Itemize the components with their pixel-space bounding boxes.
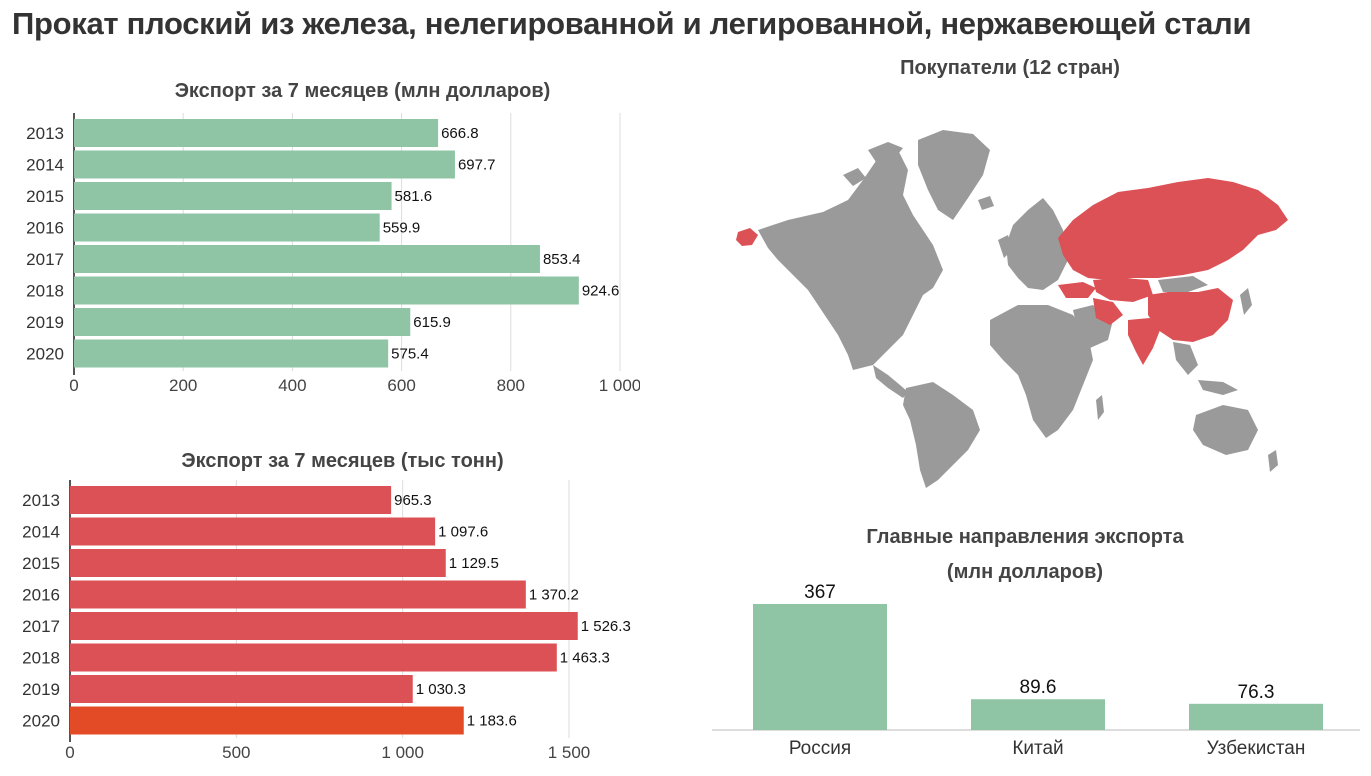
bar <box>70 486 392 514</box>
x-tick-label: 500 <box>222 743 250 762</box>
map-title: Покупатели (12 стран) <box>900 57 1120 79</box>
category-label: 2018 <box>26 282 64 301</box>
data-label: 1 370.2 <box>529 587 579 604</box>
x-tick-label: 400 <box>278 376 306 395</box>
destinations-chart: 367 Россия 89.6 Китай 76.3 Узбекистан <box>712 582 1360 759</box>
bar <box>70 517 436 546</box>
data-label: 853.4 <box>543 251 581 268</box>
map-india <box>1128 318 1160 365</box>
bar <box>753 604 887 730</box>
x-tick-label: 0 <box>65 743 74 762</box>
map-japan <box>1240 288 1252 315</box>
category-label: Россия <box>789 738 851 759</box>
data-label: 1 030.3 <box>416 681 466 698</box>
map-greenland <box>918 130 990 220</box>
category-label: 2017 <box>22 617 60 636</box>
data-label: 559.9 <box>383 220 421 237</box>
map-australia <box>1193 405 1258 455</box>
data-label: 924.6 <box>582 283 620 300</box>
data-label: 367 <box>804 582 836 603</box>
bar <box>70 612 578 640</box>
category-label: 2013 <box>22 491 60 510</box>
map-south-america <box>903 382 980 488</box>
bar <box>70 675 413 703</box>
map-madagascar <box>1096 395 1104 420</box>
world-map <box>728 120 1294 492</box>
category-label: 2017 <box>26 250 64 269</box>
category-label: 2015 <box>26 187 64 206</box>
map-uk <box>978 196 1012 258</box>
bar <box>74 182 392 210</box>
bar <box>74 276 579 305</box>
destinations-title-line2: (млн долларов) <box>946 561 1104 583</box>
bar <box>74 119 439 147</box>
category-label: Китай <box>1012 738 1063 759</box>
map-china <box>1148 288 1233 342</box>
tonnes-export-chart: 0 500 1 000 1 500 2013 965.3 2014 1 097.6 2015 1 … <box>22 480 631 762</box>
map-arctic-islands <box>843 142 903 186</box>
data-label: 1 463.3 <box>560 650 610 667</box>
map-turkey <box>1058 282 1096 298</box>
tonnes-chart-title: Экспорт за 7 месяцев (тыс тонн) <box>181 450 504 472</box>
x-tick-label: 0 <box>69 376 78 395</box>
category-label: 2015 <box>22 554 60 573</box>
bar <box>971 699 1105 730</box>
data-label: 89.6 <box>1020 677 1057 698</box>
bar <box>74 339 389 368</box>
data-label: 1 183.6 <box>467 713 517 730</box>
map-alaska <box>736 228 758 246</box>
bar <box>70 580 526 609</box>
map-africa <box>990 305 1093 438</box>
data-label: 575.4 <box>391 346 429 363</box>
category-label: 2018 <box>22 649 60 668</box>
map-central-america <box>873 365 908 398</box>
destinations-title-line1: Главные направления экспорта <box>866 526 1184 548</box>
category-label: 2014 <box>22 523 60 542</box>
x-tick-label: 1 000 <box>381 743 424 762</box>
category-label: 2020 <box>26 345 64 364</box>
x-tick-label: 200 <box>169 376 197 395</box>
usd-chart-title: Экспорт за 7 месяцев (млн долларов) <box>174 80 551 102</box>
bar <box>70 706 464 735</box>
map-se-asia <box>1173 342 1238 395</box>
bar <box>70 643 557 672</box>
x-tick-label: 1 000 <box>599 376 640 395</box>
x-tick-label: 800 <box>497 376 525 395</box>
bar <box>74 213 380 242</box>
map-kazakhstan <box>1093 278 1153 302</box>
category-label: 2016 <box>26 219 64 238</box>
bar <box>70 549 446 577</box>
map-new-zealand <box>1268 450 1278 472</box>
page-title: Прокат плоский из железа, нелегированной… <box>12 6 1252 41</box>
map-iran <box>1093 298 1123 325</box>
map-europe <box>1006 198 1068 290</box>
map-north-america <box>758 150 943 370</box>
x-tick-label: 600 <box>387 376 415 395</box>
bar <box>1189 703 1323 730</box>
data-label: 1 526.3 <box>581 618 631 635</box>
data-label: 697.7 <box>458 157 496 174</box>
category-label: 2019 <box>26 313 64 332</box>
category-label: 2016 <box>22 586 60 605</box>
data-label: 581.6 <box>395 188 433 205</box>
map-russia <box>1058 178 1288 280</box>
bar <box>74 245 540 273</box>
category-label: 2020 <box>22 712 60 731</box>
data-label: 76.3 <box>1238 682 1275 703</box>
data-label: 666.8 <box>441 125 479 142</box>
category-label: 2014 <box>26 156 64 175</box>
data-label: 1 129.5 <box>449 555 499 572</box>
map-mongolia <box>1158 276 1208 292</box>
bar <box>74 150 455 179</box>
x-tick-label: 1 500 <box>548 743 591 762</box>
data-label: 1 097.6 <box>438 524 488 541</box>
data-label: 965.3 <box>394 492 432 509</box>
data-label: 615.9 <box>413 314 451 331</box>
category-label: Узбекистан <box>1207 738 1306 759</box>
bar <box>74 308 411 336</box>
category-label: 2019 <box>22 680 60 699</box>
usd-export-chart: 0 200 400 600 800 1 000 2013 666.8 2014 697.7 2015… <box>26 113 640 395</box>
category-label: 2013 <box>26 124 64 143</box>
